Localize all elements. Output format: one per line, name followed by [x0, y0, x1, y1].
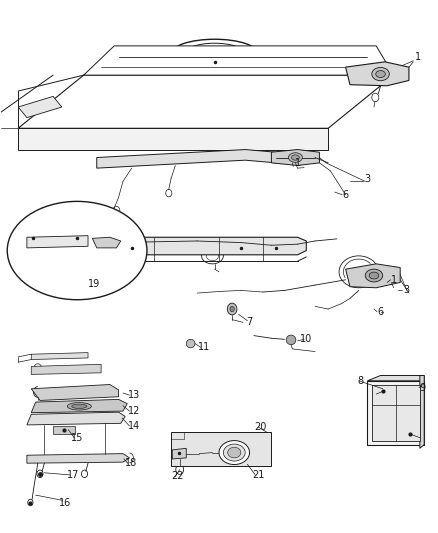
Ellipse shape — [376, 70, 385, 77]
Polygon shape — [84, 46, 394, 75]
Text: 11: 11 — [198, 342, 210, 352]
Ellipse shape — [288, 153, 302, 163]
Ellipse shape — [72, 404, 87, 408]
Ellipse shape — [223, 444, 245, 461]
Ellipse shape — [227, 303, 237, 315]
Ellipse shape — [365, 269, 383, 282]
Ellipse shape — [291, 155, 299, 160]
Text: 9: 9 — [419, 383, 425, 393]
Text: 22: 22 — [171, 472, 184, 481]
Polygon shape — [97, 150, 276, 168]
Polygon shape — [172, 448, 186, 459]
Polygon shape — [31, 384, 119, 400]
Polygon shape — [171, 432, 272, 466]
Text: 19: 19 — [88, 279, 101, 289]
Polygon shape — [92, 237, 121, 248]
Text: 8: 8 — [358, 376, 364, 386]
Text: 6: 6 — [378, 306, 384, 317]
Polygon shape — [272, 150, 319, 165]
Polygon shape — [31, 399, 127, 413]
Text: 17: 17 — [67, 470, 79, 480]
Text: 12: 12 — [127, 406, 140, 416]
Polygon shape — [106, 237, 306, 255]
Polygon shape — [27, 412, 125, 425]
Polygon shape — [372, 384, 420, 441]
Ellipse shape — [67, 402, 91, 410]
Ellipse shape — [286, 335, 296, 345]
Text: 13: 13 — [128, 390, 140, 400]
Polygon shape — [367, 381, 424, 445]
Polygon shape — [31, 353, 88, 360]
Text: 1: 1 — [415, 52, 421, 61]
Polygon shape — [53, 426, 75, 434]
Polygon shape — [18, 75, 394, 128]
Text: 7: 7 — [247, 317, 253, 327]
Text: 15: 15 — [71, 433, 83, 443]
Polygon shape — [27, 236, 88, 248]
Text: 20: 20 — [254, 422, 267, 432]
Polygon shape — [18, 128, 328, 150]
Polygon shape — [31, 365, 101, 374]
Polygon shape — [420, 375, 424, 448]
Text: 14: 14 — [128, 421, 140, 431]
Text: 1: 1 — [294, 158, 300, 168]
Text: 3: 3 — [404, 286, 410, 295]
Ellipse shape — [369, 272, 379, 279]
Ellipse shape — [228, 447, 241, 458]
Text: 16: 16 — [59, 498, 71, 508]
Text: 3: 3 — [364, 174, 371, 184]
Ellipse shape — [186, 340, 195, 348]
Polygon shape — [346, 62, 409, 86]
Ellipse shape — [372, 67, 389, 80]
Text: 1: 1 — [391, 275, 397, 285]
Text: 6: 6 — [343, 190, 349, 200]
Ellipse shape — [219, 441, 250, 465]
Ellipse shape — [7, 201, 147, 300]
Text: 10: 10 — [300, 334, 312, 344]
Text: 18: 18 — [125, 458, 137, 468]
Ellipse shape — [230, 306, 234, 312]
Polygon shape — [18, 96, 62, 118]
Text: 21: 21 — [252, 470, 265, 480]
Polygon shape — [346, 264, 400, 288]
Polygon shape — [367, 375, 424, 381]
Polygon shape — [27, 454, 130, 463]
